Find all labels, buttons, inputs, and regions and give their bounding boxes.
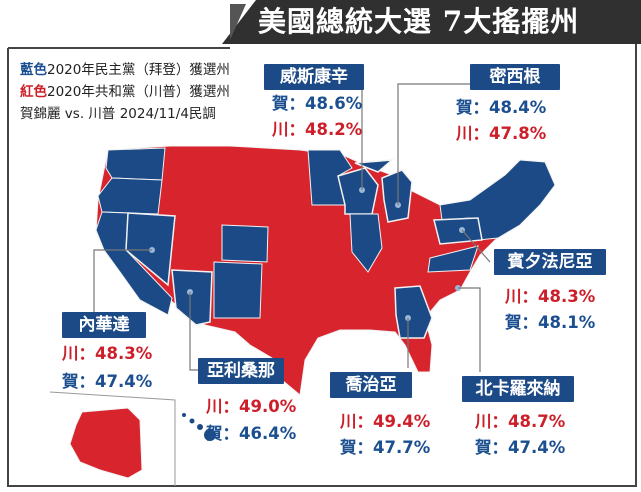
label-georgia: 喬治亞 xyxy=(330,372,412,398)
title-banner xyxy=(222,0,641,44)
state-arizona xyxy=(171,269,213,326)
pct-nevada-second: 賀：47.4% xyxy=(62,372,153,391)
legend-red-word: 紅色 xyxy=(20,84,47,100)
pct-pennsylvania-second: 賀：48.1% xyxy=(505,313,596,332)
state-washington xyxy=(105,147,166,181)
legend-red: 紅色2020年共和黨（川普）獲選州 xyxy=(20,83,230,101)
label-wisconsin: 威斯康辛 xyxy=(264,64,364,90)
state-georgia xyxy=(394,285,433,339)
state-new-mexico xyxy=(213,261,263,319)
label-michigan: 密西根 xyxy=(470,64,560,90)
state-colorado xyxy=(221,224,269,263)
label-pennsylvania: 賓夕法尼亞 xyxy=(494,249,606,275)
pct-wisconsin-second: 川：48.2% xyxy=(272,120,363,139)
pct-michigan-first: 賀：48.4% xyxy=(456,98,547,117)
pct-north-carolina-second: 賀：47.4% xyxy=(475,438,566,457)
legend-red-desc: 2020年共和黨（川普）獲選州 xyxy=(47,84,230,100)
pct-arizona-first: 川：49.0% xyxy=(206,397,297,416)
legend-poll-note: 賀錦麗 vs. 川普 2024/11/4民調 xyxy=(20,106,216,122)
pct-wisconsin-first: 賀：48.6% xyxy=(272,94,363,113)
state-illinois xyxy=(349,213,383,273)
pct-arizona-second: 賀：46.4% xyxy=(206,424,297,443)
pct-nevada-first: 川：48.3% xyxy=(62,344,153,363)
legend-blue: 藍色2020年民主黨（拜登）獲選州 xyxy=(20,61,230,79)
pct-michigan-second: 川：47.8% xyxy=(456,124,547,143)
legend-blue-desc: 2020年民主黨（拜登）獲選州 xyxy=(47,62,230,78)
state-pennsylvania xyxy=(433,217,483,245)
label-north-carolina: 北卡羅來納 xyxy=(462,376,574,402)
banner-title: 美國總統大選 7大搖擺州 xyxy=(258,5,580,38)
state-alaska xyxy=(69,407,143,479)
state-virginia xyxy=(427,245,479,273)
pct-georgia-second: 賀：47.7% xyxy=(340,438,431,457)
label-arizona: 亞利桑那 xyxy=(198,358,284,384)
pct-north-carolina-first: 川：48.7% xyxy=(475,412,566,431)
legend-blue-word: 藍色 xyxy=(20,62,47,78)
state-hawaii xyxy=(182,413,216,441)
state-oregon xyxy=(97,177,163,215)
pct-georgia-first: 川：49.4% xyxy=(340,412,431,431)
label-nevada: 內華達 xyxy=(62,312,146,338)
pct-pennsylvania-first: 川：48.3% xyxy=(505,287,596,306)
